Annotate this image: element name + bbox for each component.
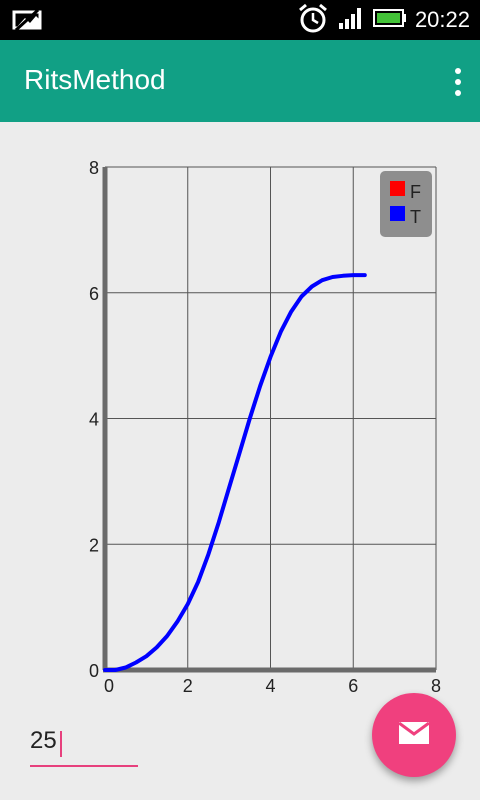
y-tick-label: 8 (89, 158, 99, 178)
battery-icon (372, 7, 407, 33)
signal-bars-icon (337, 5, 365, 35)
y-tick-label: 4 (89, 410, 99, 430)
input-underline (30, 765, 138, 767)
x-tick-label: 4 (265, 676, 275, 696)
email-fab-button[interactable] (372, 693, 456, 777)
legend-swatch (390, 206, 405, 221)
alarm-clock-icon (297, 2, 329, 38)
legend-box (380, 171, 432, 237)
x-tick-label: 2 (183, 676, 193, 696)
x-tick-label: 8 (431, 676, 441, 696)
line-chart: 0 2 4 6 8 0 2 4 6 8 FT (89, 158, 441, 696)
y-tick-label: 2 (89, 535, 99, 555)
number-input[interactable]: 25 (30, 725, 138, 767)
x-tick-label: 0 (104, 676, 114, 696)
app-bar: RitsMethod (0, 40, 480, 122)
status-time: 20:22 (414, 7, 470, 32)
y-tick-label: 6 (89, 284, 99, 304)
text-caret (60, 731, 62, 757)
y-tick-label: 0 (89, 661, 99, 681)
more-vert-icon[interactable] (450, 62, 466, 102)
legend-label: T (410, 207, 421, 227)
notification-image-icon (12, 8, 42, 36)
legend-label: F (410, 182, 421, 202)
series-line-T (103, 273, 367, 672)
status-bar: 20:22 (0, 0, 480, 40)
app-title: RitsMethod (24, 64, 166, 95)
number-input-value[interactable]: 25 (30, 727, 57, 754)
x-tick-label: 6 (348, 676, 358, 696)
legend-swatch (390, 181, 405, 196)
email-icon (398, 721, 430, 749)
